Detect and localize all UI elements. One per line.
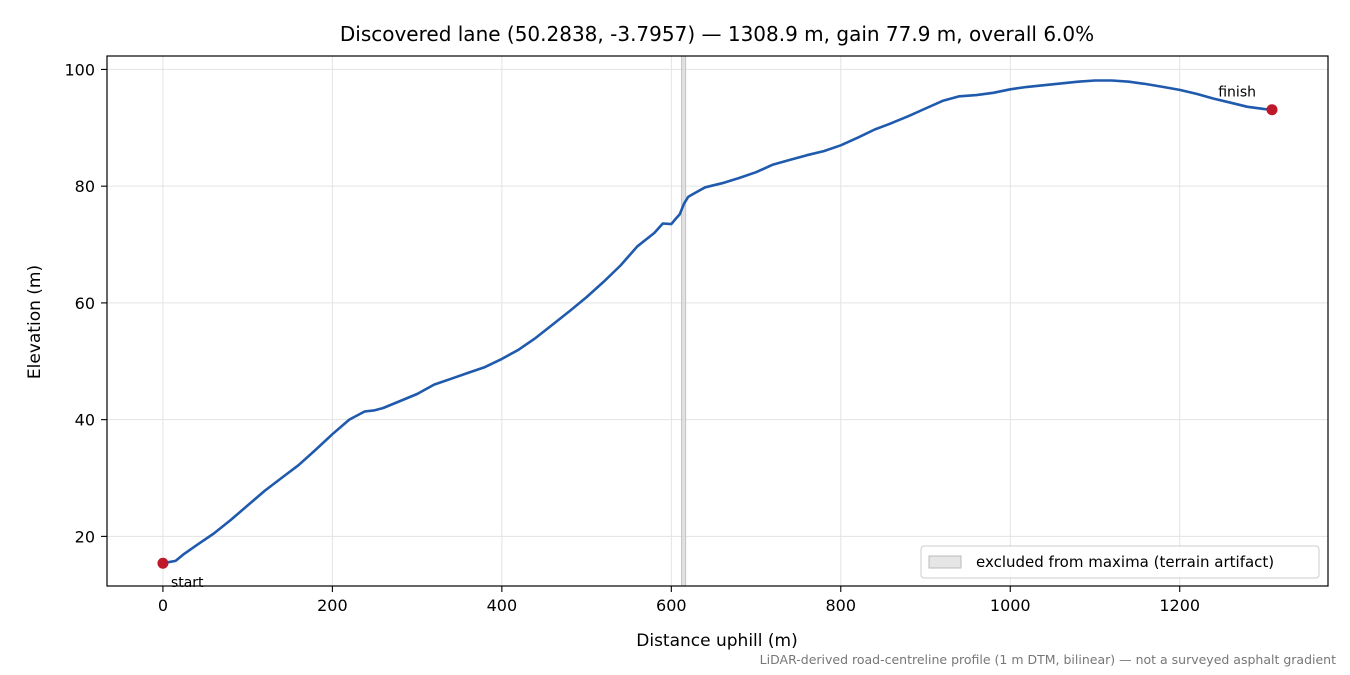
marker-label-finish: finish xyxy=(1218,85,1256,101)
grid-lines xyxy=(107,56,1328,586)
x-axis-label: Distance uphill (m) xyxy=(636,631,797,651)
y-tick-label: 20 xyxy=(75,527,95,546)
x-tick-label: 1000 xyxy=(990,596,1031,615)
marker-start xyxy=(157,557,169,569)
marker-finish xyxy=(1266,104,1278,116)
legend-box xyxy=(920,545,1320,579)
y-tick-label: 60 xyxy=(75,294,95,313)
marker-label-start: start xyxy=(171,575,204,591)
elevation-series-line xyxy=(161,79,1274,565)
x-tick-label: 0 xyxy=(158,596,168,615)
legend-swatch-excluded xyxy=(928,555,962,569)
plot-area xyxy=(107,56,1328,586)
x-tick-label: 1200 xyxy=(1159,596,1200,615)
y-axis-label: Elevation (m) xyxy=(25,265,45,379)
footnote: LiDAR-derived road-centreline profile (1… xyxy=(760,652,1336,667)
x-tick-label: 600 xyxy=(656,596,687,615)
marker-layer: start finish xyxy=(157,85,1278,591)
x-tick-label: 200 xyxy=(317,596,348,615)
series-layer xyxy=(161,79,1274,565)
excluded-band xyxy=(681,55,687,587)
x-tick-label: 800 xyxy=(826,596,857,615)
plot-frame xyxy=(106,55,1329,587)
y-tick-label: 80 xyxy=(75,177,95,196)
y-tick-label: 40 xyxy=(75,411,95,430)
x-tick-label: 400 xyxy=(487,596,518,615)
excluded-band-layer xyxy=(681,55,687,587)
legend: excluded from maxima (terrain artifact) xyxy=(920,545,1320,579)
y-tick-label: 100 xyxy=(64,60,95,79)
chart-title: Discovered lane (50.2838, -3.7957) — 130… xyxy=(340,22,1094,46)
axis-ticks: 0 200 400 600 800 1000 1200 20 40 60 80 100 xyxy=(64,60,1200,615)
legend-label-excluded: excluded from maxima (terrain artifact) xyxy=(976,553,1274,571)
